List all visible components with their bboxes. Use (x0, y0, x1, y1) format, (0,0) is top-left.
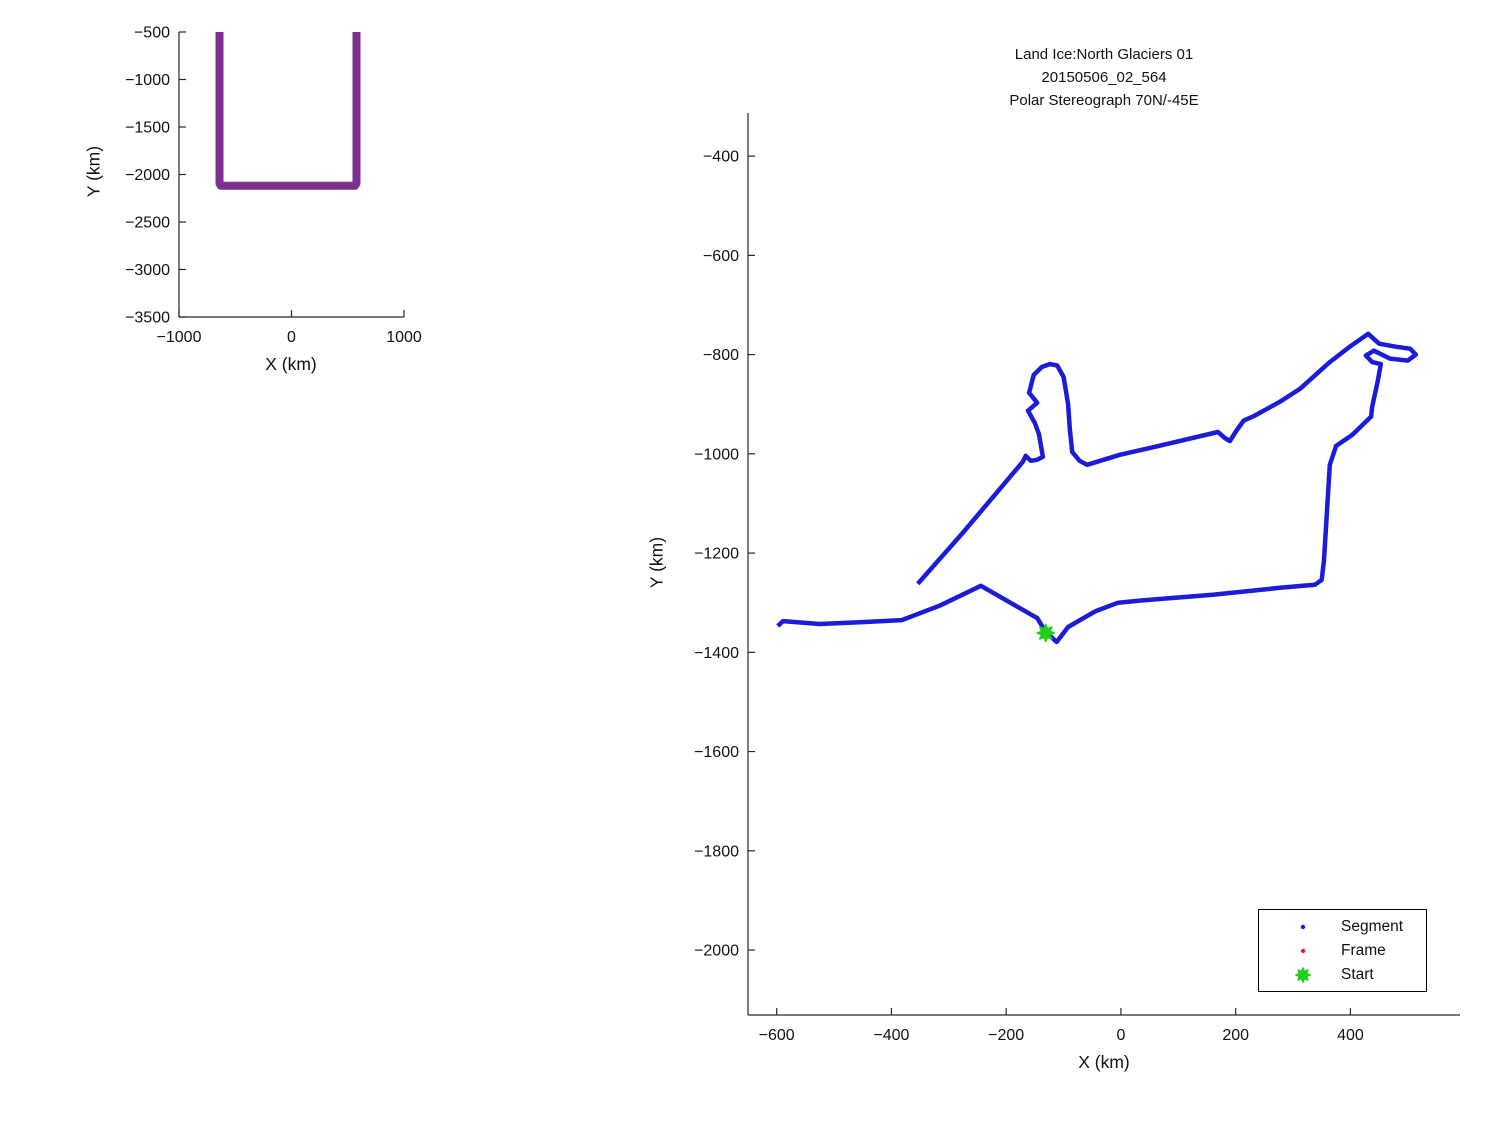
legend-row-frame: Frame (1259, 939, 1426, 963)
legend-label-frame: Frame (1341, 942, 1386, 959)
main-chart-title: Land Ice:North Glaciers 01 20150506_02_5… (748, 43, 1460, 112)
legend-row-segment: Segment (1259, 915, 1426, 939)
inset-x-axis-label: X (km) (265, 354, 317, 374)
title-line-1: Land Ice:North Glaciers 01 (1014, 46, 1194, 63)
legend-label-start: Start (1341, 966, 1374, 983)
y-tick-label: −2500 (125, 215, 170, 232)
x-tick-label: −600 (759, 1027, 795, 1044)
segment-track (776, 331, 1419, 645)
x-tick-label: −1000 (157, 329, 202, 346)
start-star (1295, 967, 1311, 983)
y-tick-label: −1200 (694, 546, 739, 563)
y-tick-label: −400 (703, 149, 739, 166)
main-x-axis-label: X (km) (1078, 1052, 1130, 1072)
x-tick-label: 0 (287, 329, 296, 346)
frame-dot-icon (1293, 941, 1313, 961)
y-tick-label: −1800 (694, 843, 739, 860)
y-tick-label: −2000 (125, 167, 170, 184)
y-tick-label: −3000 (125, 262, 170, 279)
title-line-3: Polar Stereograph 70N/-45E (1009, 92, 1199, 109)
dot-glyph (1300, 948, 1306, 954)
x-tick-label: 400 (1337, 1027, 1364, 1044)
y-tick-label: −1000 (125, 72, 170, 89)
title-line-2: 20150506_02_564 (1041, 69, 1167, 86)
y-tick-label: −3500 (125, 310, 170, 327)
y-tick-label: −1500 (125, 120, 170, 137)
y-tick-label: −500 (134, 25, 170, 42)
main-y-axis-label: Y (km) (646, 536, 667, 589)
x-tick-label: 200 (1222, 1027, 1249, 1044)
legend-row-start: Start (1259, 963, 1426, 987)
x-tick-label: 1000 (386, 329, 422, 346)
segment-dot (1300, 924, 1306, 930)
legend-label-segment: Segment (1341, 918, 1404, 935)
y-tick-label: −1600 (694, 744, 739, 761)
x-tick-label: 0 (1116, 1027, 1125, 1044)
dot-glyph (1300, 924, 1306, 930)
y-tick-label: −1000 (694, 446, 739, 463)
frame-dot (1300, 948, 1306, 954)
y-tick-label: −800 (703, 347, 739, 364)
segment-dot-icon (1293, 917, 1313, 937)
x-tick-label: −200 (988, 1027, 1024, 1044)
star-glyph (1295, 967, 1311, 983)
x-tick-label: −400 (873, 1027, 909, 1044)
y-tick-label: −2000 (694, 943, 739, 960)
y-tick-label: −600 (703, 248, 739, 265)
start-star-icon (1293, 965, 1313, 985)
y-tick-label: −1400 (694, 645, 739, 662)
legend: Segment Frame Start (1258, 909, 1427, 992)
flight-track-overview (215, 32, 361, 190)
start-marker (1036, 623, 1056, 643)
